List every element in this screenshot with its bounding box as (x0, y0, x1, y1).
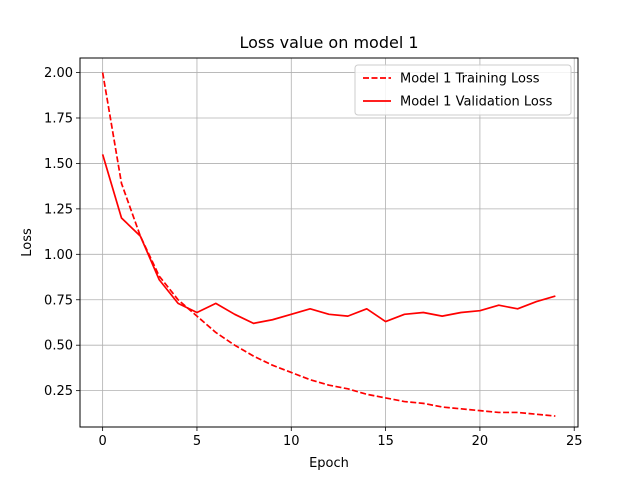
y-tick-label: 0.75 (44, 293, 73, 308)
legend-box (354, 64, 572, 116)
x-axis-label: Epoch (309, 456, 349, 471)
validation-loss-line (101, 154, 556, 325)
plot-frame (79, 57, 579, 428)
x-tick-label: 25 (566, 434, 583, 449)
y-tick-label: 1.00 (44, 248, 73, 263)
plot-area (80, 58, 578, 427)
legend-entry-label: Model 1 Training Loss (400, 72, 540, 87)
grid-lines (80, 58, 578, 427)
chart-title: Loss value on model 1 (239, 33, 418, 52)
y-tick-label: 1.25 (44, 202, 73, 217)
y-axis-label: Loss (20, 228, 35, 257)
x-tick-label: 10 (283, 434, 300, 449)
y-tick-label: 0.25 (44, 384, 73, 399)
y-tick-label: 0.50 (44, 339, 73, 354)
legend-entry-label: Model 1 Validation Loss (400, 95, 553, 110)
training-loss-line (101, 72, 556, 417)
x-tick-label: 5 (193, 434, 201, 449)
x-tick-label: 15 (377, 434, 394, 449)
y-tick-label: 2.00 (44, 66, 73, 81)
legend: Model 1 Training Loss Model 1 Validation … (354, 64, 572, 116)
axis-ticks: 0 5 10 15 20 25 0.25 0.50 0.75 1.00 1.25 1.50 1.75 2.… (44, 66, 582, 449)
x-tick-label: 0 (98, 434, 106, 449)
y-tick-label: 1.75 (44, 111, 73, 126)
series-lines (101, 72, 556, 417)
x-tick-label: 20 (472, 434, 489, 449)
y-tick-label: 1.50 (44, 157, 73, 172)
